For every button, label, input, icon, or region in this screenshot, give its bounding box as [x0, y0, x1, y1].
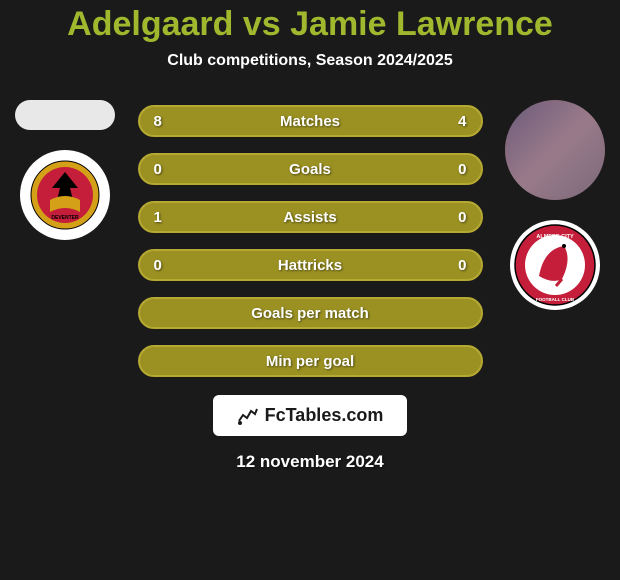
content-area: DEVENTER ALMERE CITY FOOTBALL CLUB	[0, 100, 620, 377]
left-player-column: DEVENTER	[10, 100, 120, 240]
stat-row-hattricks: 0 Hattricks 0	[138, 249, 483, 281]
subtitle: Club competitions, Season 2024/2025	[167, 52, 452, 70]
right-player-column: ALMERE CITY FOOTBALL CLUB	[500, 100, 610, 310]
source-brand: FcTables.com	[265, 405, 384, 426]
stats-column: 8 Matches 4 0 Goals 0 1 Assists 0 0 Hatt…	[138, 105, 483, 377]
stat-label: Hattricks	[278, 257, 342, 274]
fctables-logo-icon	[237, 407, 259, 425]
stat-label: Matches	[280, 113, 340, 130]
stat-row-goals: 0 Goals 0	[138, 153, 483, 185]
player-photo-right	[505, 100, 605, 200]
footer-date: 12 november 2024	[236, 452, 383, 472]
stat-right-value: 0	[437, 161, 467, 178]
stat-row-matches: 8 Matches 4	[138, 105, 483, 137]
stat-row-assists: 1 Assists 0	[138, 201, 483, 233]
photo-blur	[505, 100, 605, 200]
comparison-card: Adelgaard vs Jamie Lawrence Club competi…	[0, 0, 620, 580]
stat-left-value: 8	[154, 113, 184, 130]
eagles-crest-icon: DEVENTER	[30, 160, 100, 230]
stat-right-value: 0	[437, 257, 467, 274]
svg-text:DEVENTER: DEVENTER	[51, 215, 79, 221]
headline: Adelgaard vs Jamie Lawrence	[67, 5, 553, 44]
club-badge-right: ALMERE CITY FOOTBALL CLUB	[510, 220, 600, 310]
club-badge-left: DEVENTER	[20, 150, 110, 240]
source-badge: FcTables.com	[213, 395, 408, 436]
stat-label: Goals	[289, 161, 331, 178]
stat-label: Min per goal	[266, 353, 354, 370]
stat-left-value: 0	[154, 257, 184, 274]
stat-right-value: 0	[437, 209, 467, 226]
stat-left-value: 0	[154, 161, 184, 178]
stat-row-goals-per-match: Goals per match	[138, 297, 483, 329]
almere-crest-icon: ALMERE CITY FOOTBALL CLUB	[514, 224, 596, 306]
player-photo-left	[15, 100, 115, 130]
stat-left-value: 1	[154, 209, 184, 226]
stat-label: Goals per match	[251, 305, 369, 322]
svg-text:ALMERE CITY: ALMERE CITY	[536, 234, 574, 240]
svg-text:FOOTBALL CLUB: FOOTBALL CLUB	[536, 297, 575, 302]
stat-row-min-per-goal: Min per goal	[138, 345, 483, 377]
stat-right-value: 4	[437, 113, 467, 130]
stat-label: Assists	[283, 209, 336, 226]
